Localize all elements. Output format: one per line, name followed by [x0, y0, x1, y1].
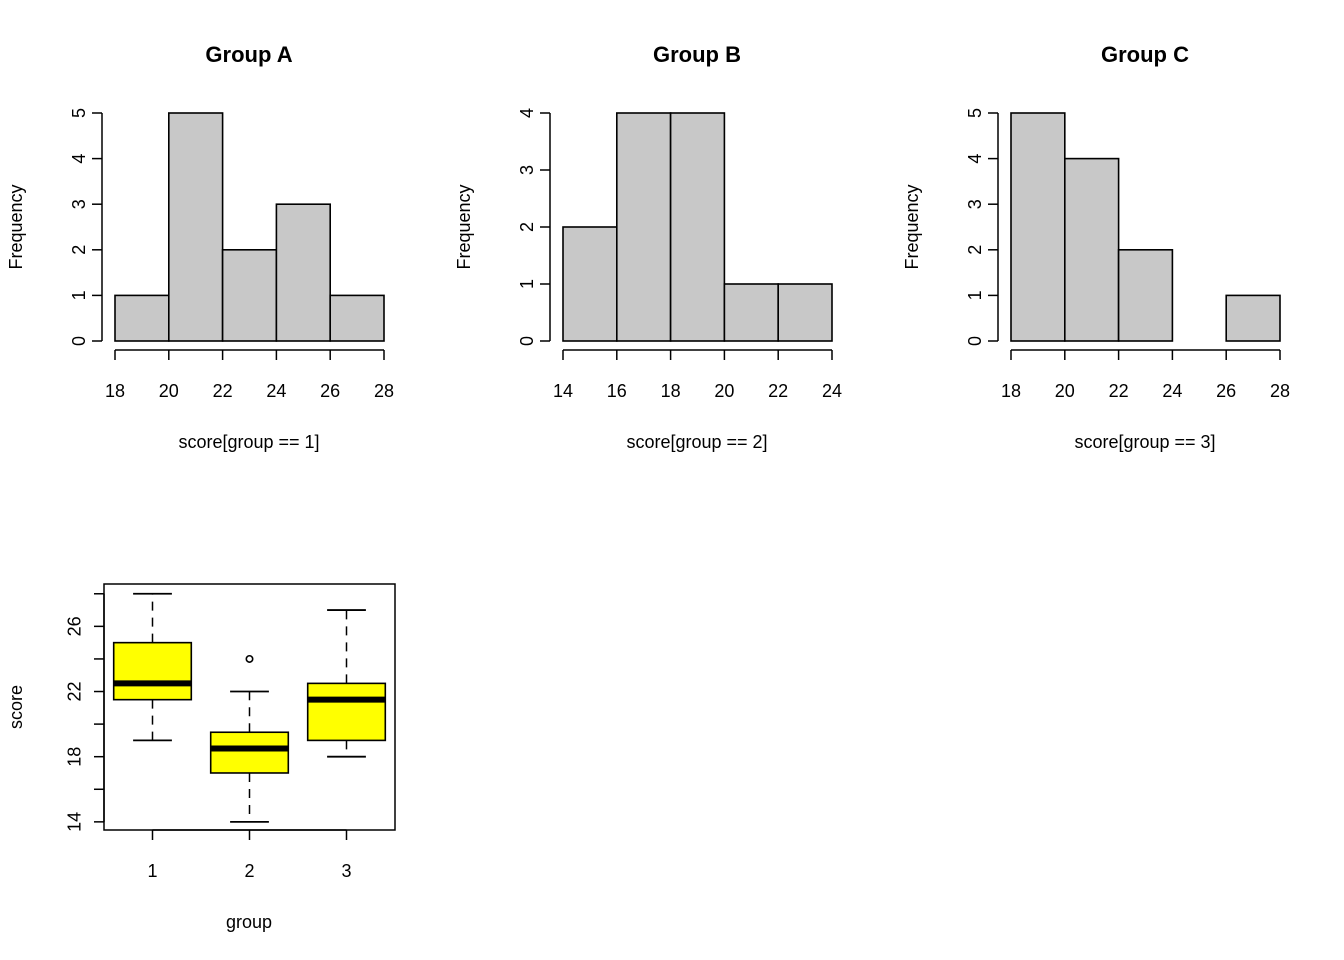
- histogram-bar: [615, 112, 672, 342]
- histogram-group-a: Group A 18 20 22 24 26 28 0 1 2 3 4 5 score[group …: [6, 42, 394, 452]
- histogram-bar: [1225, 294, 1281, 342]
- y-tick-label: 5: [965, 108, 985, 118]
- x-tick-label: 20: [159, 381, 179, 401]
- y-tick-label: 0: [69, 336, 89, 346]
- chart-title: Group A: [205, 42, 292, 67]
- y-tick-label: 0: [965, 336, 985, 346]
- x-tick-label: 28: [374, 381, 394, 401]
- histogram-bar: [1064, 157, 1120, 342]
- x-tick-label: 3: [341, 861, 351, 881]
- x-tick-label: 18: [1001, 381, 1021, 401]
- x-tick-label: 24: [822, 381, 842, 401]
- histogram-bar: [669, 112, 726, 342]
- histogram-bar: [114, 294, 170, 342]
- histogram-bar: [723, 283, 780, 342]
- histogram-group-b: Group B 14 16 18 20 22 24 0 1 2 3 4 score[group =…: [454, 42, 842, 452]
- y-tick-label: 26: [64, 616, 84, 636]
- x-tick-label: 16: [607, 381, 627, 401]
- x-tick-label: 24: [1162, 381, 1182, 401]
- y-tick-label: 3: [69, 199, 89, 209]
- y-tick-label: 3: [965, 199, 985, 209]
- y-axis-label: Frequency: [6, 184, 26, 269]
- x-axis-label: score[group == 3]: [1074, 432, 1215, 452]
- histogram-bar: [168, 112, 224, 342]
- y-tick-label: 4: [965, 154, 985, 164]
- x-tick-label: 14: [553, 381, 573, 401]
- x-axis-label: score[group == 1]: [178, 432, 319, 452]
- y-tick-label: 5: [69, 108, 89, 118]
- x-tick-label: 26: [1216, 381, 1236, 401]
- x-tick-label: 2: [244, 861, 254, 881]
- y-tick-label: 1: [517, 279, 537, 289]
- histogram-bar: [221, 249, 278, 342]
- x-tick-label: 22: [1109, 381, 1129, 401]
- boxplot-score-by-group: 1 2 3 14 18 22 26 group score: [6, 583, 396, 932]
- y-tick-label: 4: [69, 154, 89, 164]
- x-tick-label: 20: [714, 381, 734, 401]
- y-axis-label: score: [6, 685, 26, 729]
- y-tick-label: 2: [69, 245, 89, 255]
- outlier-point: [245, 654, 254, 663]
- y-axis-label: Frequency: [454, 184, 474, 269]
- x-axis-label: score[group == 2]: [626, 432, 767, 452]
- histogram-group-c: Group C 18 20 22 24 26 28 0 1 2 3 4 5 score[group …: [902, 42, 1290, 452]
- histogram-bar: [1117, 249, 1174, 342]
- x-tick-label: 20: [1055, 381, 1075, 401]
- y-tick-label: 3: [517, 165, 537, 175]
- y-tick-label: 2: [517, 222, 537, 232]
- x-tick-label: 1: [147, 861, 157, 881]
- x-tick-label: 26: [320, 381, 340, 401]
- y-tick-label: 0: [517, 336, 537, 346]
- box-iqr: [306, 682, 387, 742]
- histogram-bar: [275, 203, 331, 342]
- x-tick-label: 18: [105, 381, 125, 401]
- y-axis-label: Frequency: [902, 184, 922, 269]
- x-tick-label: 22: [213, 381, 233, 401]
- x-tick-label: 24: [266, 381, 286, 401]
- y-tick-label: 22: [64, 682, 84, 702]
- y-tick-label: 14: [64, 812, 84, 832]
- x-axis-label: group: [226, 912, 272, 932]
- y-tick-label: 1: [69, 290, 89, 300]
- y-tick-label: 2: [965, 245, 985, 255]
- chart-title: Group B: [653, 42, 741, 67]
- chart-title: Group C: [1101, 42, 1189, 67]
- histogram-bar: [562, 226, 618, 342]
- x-tick-label: 18: [661, 381, 681, 401]
- box-iqr: [209, 731, 290, 774]
- box-iqr: [112, 641, 193, 701]
- y-tick-label: 1: [965, 290, 985, 300]
- y-tick-label: 4: [517, 108, 537, 118]
- x-tick-label: 22: [768, 381, 788, 401]
- histogram-bar: [1010, 112, 1066, 342]
- y-tick-label: 18: [64, 747, 84, 767]
- histogram-bar: [777, 283, 833, 342]
- histogram-bar: [329, 294, 385, 342]
- x-tick-label: 28: [1270, 381, 1290, 401]
